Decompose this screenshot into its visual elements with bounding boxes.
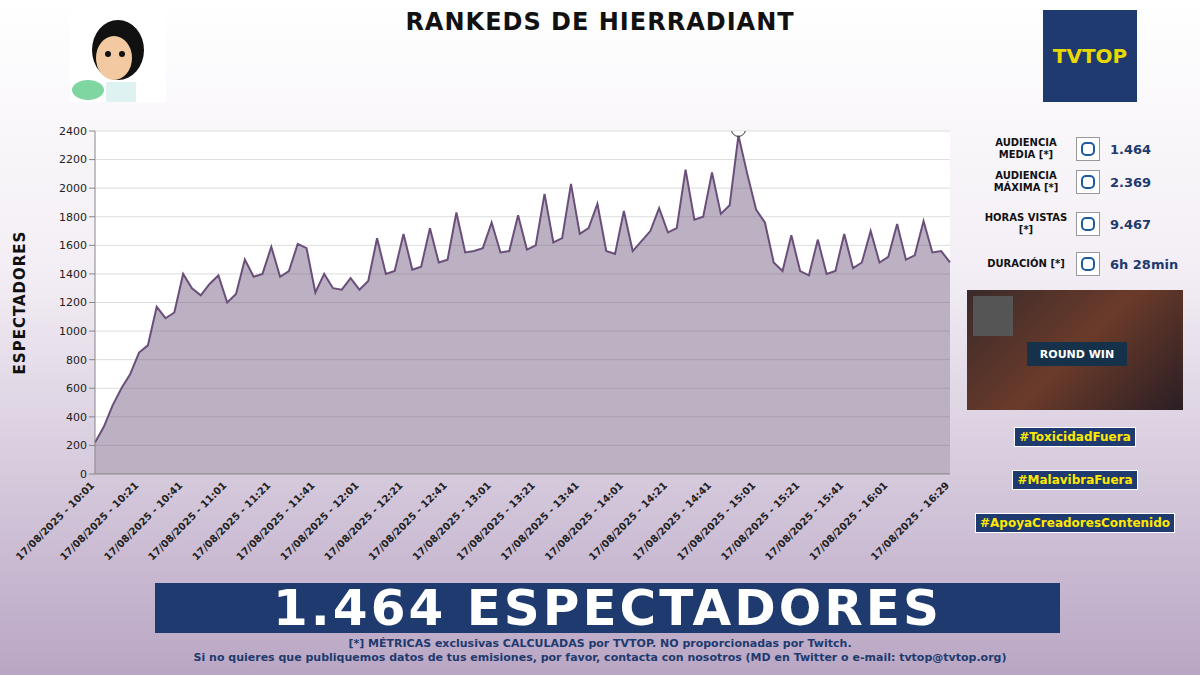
svg-text:17/08/2025 - 11:21: 17/08/2025 - 11:21 [190, 480, 273, 563]
svg-text:1400: 1400 [59, 268, 87, 281]
html-text:9.467: 9.467 [1110, 216, 1152, 232]
html-text:Si no quieres que publiquemos: Si no quieres que publiquemos datos de t… [193, 651, 1007, 664]
html-text:AUDIENCIA MEDIA [*]: AUDIENCIA MEDIA [*] [995, 137, 1057, 160]
svg-text:17/08/2025 - 10:01: 17/08/2025 - 10:01 [14, 480, 97, 563]
svg-text:17/08/2025 - 11:01: 17/08/2025 - 11:01 [146, 480, 229, 563]
svg-text:2200: 2200 [59, 153, 87, 166]
svg-text:1000: 1000 [59, 325, 87, 338]
svg-text:200: 200 [66, 439, 87, 452]
svg-text:1200: 1200 [59, 296, 87, 309]
svg-text:17/08/2025 - 10:21: 17/08/2025 - 10:21 [58, 480, 141, 563]
svg-text:2400: 2400 [59, 125, 87, 138]
svg-text:17/08/2025 - 15:01: 17/08/2025 - 15:01 [675, 480, 758, 563]
svg-text:17/08/2025 - 10:41: 17/08/2025 - 10:41 [102, 480, 185, 563]
svg-text:17/08/2025 - 13:41: 17/08/2025 - 13:41 [499, 480, 582, 563]
svg-text:0: 0 [80, 468, 87, 481]
html-text:TVTOP: TVTOP [1052, 44, 1128, 68]
svg-text:400: 400 [66, 411, 87, 424]
html-text:#ApoyaCreadoresContenido: #ApoyaCreadoresContenido [980, 516, 1170, 530]
svg-text:17/08/2025 - 16:01: 17/08/2025 - 16:01 [807, 479, 890, 563]
html-text:ROUND WIN: ROUND WIN [1039, 347, 1115, 361]
html-text:1.464 ESPECTADORES: 1.464 ESPECTADORES [273, 579, 942, 637]
svg-text:17/08/2025 - 14:01: 17/08/2025 - 14:01 [543, 480, 626, 563]
html-text:AUDIENCIA MÁXIMA [*]: AUDIENCIA MÁXIMA [*] [993, 170, 1059, 193]
html-text:2.369: 2.369 [1110, 174, 1152, 190]
svg-text:17/08/2025 - 14:41: 17/08/2025 - 14:41 [631, 480, 714, 563]
svg-text:17/08/2025 - 12:41: 17/08/2025 - 12:41 [366, 480, 449, 563]
svg-text:ESPECTADORES: ESPECTADORES [11, 231, 29, 375]
svg-text:17/08/2025 - 13:01: 17/08/2025 - 13:01 [410, 480, 493, 563]
html-text:#ToxicidadFuera: #ToxicidadFuera [1019, 430, 1131, 444]
html-text:DURACIÓN [*]: DURACIÓN [*] [987, 258, 1065, 269]
svg-text:17/08/2025 - 15:41: 17/08/2025 - 15:41 [763, 480, 846, 563]
svg-text:17/08/2025 - 16:29: 17/08/2025 - 16:29 [869, 480, 952, 563]
svg-text:17/08/2025 - 14:21: 17/08/2025 - 14:21 [587, 480, 670, 563]
html-text:RANKEDS DE HIERRADIANT: RANKEDS DE HIERRADIANT [405, 8, 795, 36]
html-text:1.464: 1.464 [1110, 141, 1152, 157]
html-text:HORAS VISTAS [*]: HORAS VISTAS [*] [984, 212, 1068, 235]
html-text:#MalavibraFuera: #MalavibraFuera [1017, 473, 1133, 487]
svg-text:17/08/2025 - 13:21: 17/08/2025 - 13:21 [454, 480, 537, 563]
html-text:[*] MÉTRICAS exclusivas CALCUL: [*] MÉTRICAS exclusivas CALCULADAS por T… [348, 637, 852, 650]
svg-text:2000: 2000 [59, 182, 87, 195]
svg-text:600: 600 [66, 382, 87, 395]
html-text:6h 28min: 6h 28min [1110, 256, 1179, 272]
svg-text:17/08/2025 - 15:21: 17/08/2025 - 15:21 [719, 480, 802, 563]
svg-text:800: 800 [66, 354, 87, 367]
svg-text:1600: 1600 [59, 239, 87, 252]
svg-text:17/08/2025 - 12:21: 17/08/2025 - 12:21 [322, 480, 405, 563]
svg-text:1800: 1800 [59, 211, 87, 224]
svg-text:17/08/2025 - 11:41: 17/08/2025 - 11:41 [234, 480, 317, 563]
svg-text:17/08/2025 - 12:01: 17/08/2025 - 12:01 [278, 480, 361, 563]
